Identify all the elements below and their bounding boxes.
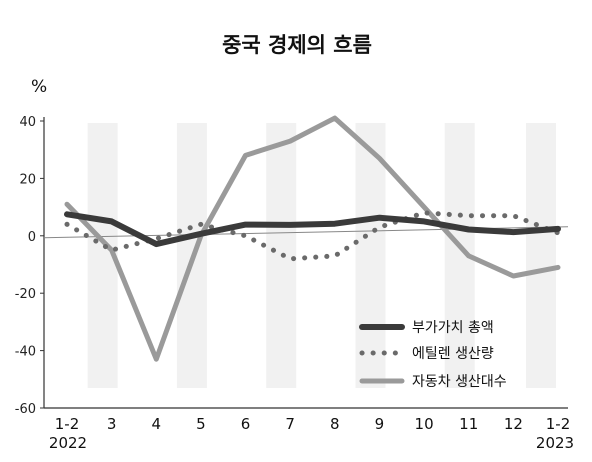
x-tick-label: 1-2	[546, 415, 571, 433]
y-tick-label: -20	[15, 287, 36, 302]
y-axis-ticks: 40 20 0 -20 -40 -60	[15, 115, 44, 417]
background-column	[355, 123, 386, 388]
x-tick-label: 1-2	[55, 415, 80, 433]
series-lines	[64, 115, 561, 362]
y-tick-label: 0	[28, 230, 36, 245]
chart-title: 중국 경제의 흐름	[222, 33, 372, 57]
x-tick-label: 10	[415, 415, 434, 433]
x-tick-label: 12	[504, 415, 523, 433]
legend-label: 부가가치 총액	[412, 320, 494, 336]
y-tick-label: -60	[15, 402, 36, 417]
x-tick-label: 11	[459, 415, 478, 433]
x-tick-label: 4	[151, 415, 161, 433]
x-tick-label: 5	[196, 415, 206, 433]
legend-label: 에틸렌 생산량	[412, 346, 494, 362]
series-line	[64, 211, 561, 248]
x-tick-label: 3	[107, 415, 117, 433]
background-column	[526, 123, 556, 388]
x-tick-label: 9	[375, 415, 385, 433]
legend-label: 자동차 생산대수	[412, 374, 507, 390]
background-columns	[87, 123, 556, 388]
y-tick-label: -40	[15, 345, 36, 360]
y-tick-label: 20	[19, 172, 36, 187]
x-tick-label: 8	[330, 415, 340, 433]
x-tick-label: 6	[241, 415, 251, 433]
series-line	[64, 115, 561, 362]
y-tick-label: 40	[19, 115, 36, 130]
year-label-start: 2022	[49, 434, 87, 452]
x-axis-ticks: 1-2 3 4 5 6 7 8 9 10 11 12 1-2	[55, 415, 571, 433]
year-label-end: 2023	[536, 434, 574, 452]
y-axis-unit: %	[31, 77, 47, 97]
x-tick-label: 7	[285, 415, 295, 433]
